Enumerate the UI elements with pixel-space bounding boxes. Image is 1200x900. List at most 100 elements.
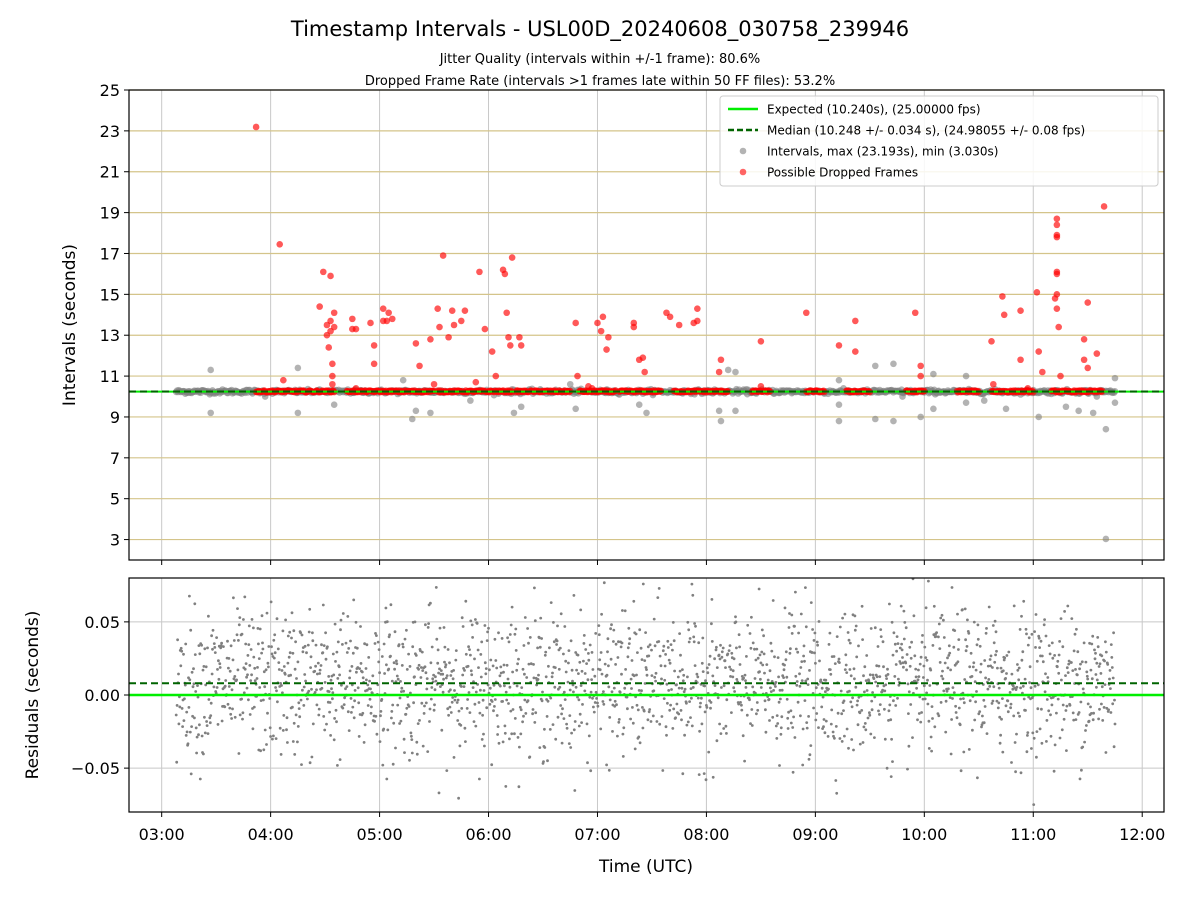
dropped-frame-point bbox=[439, 252, 447, 259]
residual-point bbox=[579, 608, 583, 612]
residual-point bbox=[1107, 708, 1110, 712]
residual-point bbox=[306, 643, 310, 647]
legend-box bbox=[719, 95, 1159, 187]
residual-point bbox=[292, 721, 296, 725]
residual-point bbox=[327, 690, 331, 693]
dropped-frame-point bbox=[694, 305, 701, 312]
residual-point bbox=[793, 624, 796, 628]
residual-point bbox=[1088, 641, 1091, 645]
residual-point bbox=[517, 657, 520, 661]
residual-point bbox=[1109, 711, 1113, 714]
residual-point bbox=[897, 683, 901, 687]
residual-point bbox=[1045, 740, 1048, 743]
residual-point bbox=[431, 677, 435, 681]
residual-point bbox=[175, 704, 179, 707]
residual-point bbox=[339, 628, 342, 632]
residual-point bbox=[844, 663, 848, 667]
residual-point bbox=[695, 672, 699, 676]
residual-point bbox=[1035, 659, 1039, 663]
residual-point bbox=[450, 700, 454, 704]
residual-point bbox=[380, 698, 384, 701]
residual-point bbox=[395, 674, 399, 678]
residual-point bbox=[589, 769, 593, 773]
residual-point bbox=[178, 705, 182, 709]
residual-point bbox=[678, 669, 682, 673]
residual-point bbox=[927, 579, 930, 583]
residual-point bbox=[1110, 666, 1114, 669]
residual-point bbox=[982, 721, 986, 725]
residual-point bbox=[674, 716, 677, 720]
residual-point bbox=[730, 711, 733, 714]
residual-point bbox=[680, 718, 683, 722]
residual-point bbox=[683, 687, 687, 691]
residual-point bbox=[720, 650, 724, 654]
residual-point bbox=[430, 686, 434, 689]
residual-point bbox=[449, 688, 452, 692]
residual-point bbox=[618, 690, 622, 694]
residual-point bbox=[885, 766, 889, 770]
residual-point bbox=[529, 662, 533, 666]
interval-point bbox=[962, 399, 970, 406]
residual-point bbox=[188, 678, 192, 682]
residual-point bbox=[481, 713, 484, 717]
residual-point bbox=[633, 747, 637, 751]
residual-point bbox=[299, 698, 303, 702]
residual-point bbox=[931, 644, 935, 647]
residual-point bbox=[537, 673, 540, 677]
residual-point bbox=[1024, 627, 1028, 631]
residual-point bbox=[556, 715, 560, 719]
residual-point bbox=[420, 701, 424, 705]
dropped-frame-point bbox=[597, 327, 605, 335]
residual-point bbox=[1084, 729, 1087, 732]
residual-point bbox=[1052, 769, 1056, 773]
residual-point bbox=[439, 685, 442, 688]
residual-point bbox=[745, 655, 748, 658]
residual-point bbox=[901, 656, 904, 659]
residual-point bbox=[1017, 666, 1021, 670]
residual-point bbox=[1042, 623, 1046, 627]
residual-point bbox=[1043, 618, 1046, 621]
residual-point bbox=[276, 700, 279, 704]
interval-point bbox=[1002, 405, 1010, 413]
legend-label: Expected (10.240s), (25.00000 fps) bbox=[767, 103, 981, 117]
residual-point bbox=[354, 620, 358, 624]
residual-point bbox=[838, 625, 842, 629]
residual-point bbox=[561, 707, 564, 711]
residual-point bbox=[1057, 671, 1061, 675]
legend-label: Possible Dropped Frames bbox=[767, 166, 918, 180]
residual-point bbox=[271, 737, 274, 741]
residual-point bbox=[228, 669, 232, 673]
residual-point bbox=[1063, 610, 1066, 613]
residual-point bbox=[707, 750, 711, 754]
residual-point bbox=[964, 638, 967, 642]
residual-point bbox=[519, 708, 523, 712]
dropped-frame-point bbox=[1053, 215, 1061, 223]
residual-point bbox=[184, 642, 188, 646]
residual-point bbox=[848, 668, 852, 671]
residual-point bbox=[413, 620, 417, 624]
residual-point bbox=[968, 665, 972, 669]
residual-point bbox=[197, 733, 200, 737]
residual-point bbox=[914, 667, 918, 671]
residual-point bbox=[474, 724, 478, 728]
residual-point bbox=[358, 667, 361, 670]
residual-point bbox=[711, 775, 715, 779]
residual-point bbox=[845, 671, 849, 674]
residual-point bbox=[696, 696, 700, 700]
residual-point bbox=[192, 682, 196, 686]
residual-point bbox=[417, 663, 421, 667]
residual-point bbox=[853, 628, 857, 632]
residual-point bbox=[485, 706, 489, 710]
residual-point bbox=[523, 672, 526, 676]
residual-point bbox=[671, 648, 674, 652]
residual-point bbox=[827, 643, 831, 646]
residual-point bbox=[443, 660, 446, 664]
residual-point bbox=[956, 612, 959, 616]
residual-point bbox=[589, 690, 593, 694]
residual-point bbox=[501, 740, 505, 744]
residual-point bbox=[474, 690, 478, 694]
dropped-frame-point bbox=[802, 309, 810, 317]
residual-point bbox=[593, 674, 597, 678]
residual-point bbox=[185, 710, 189, 714]
residual-point bbox=[572, 690, 575, 694]
